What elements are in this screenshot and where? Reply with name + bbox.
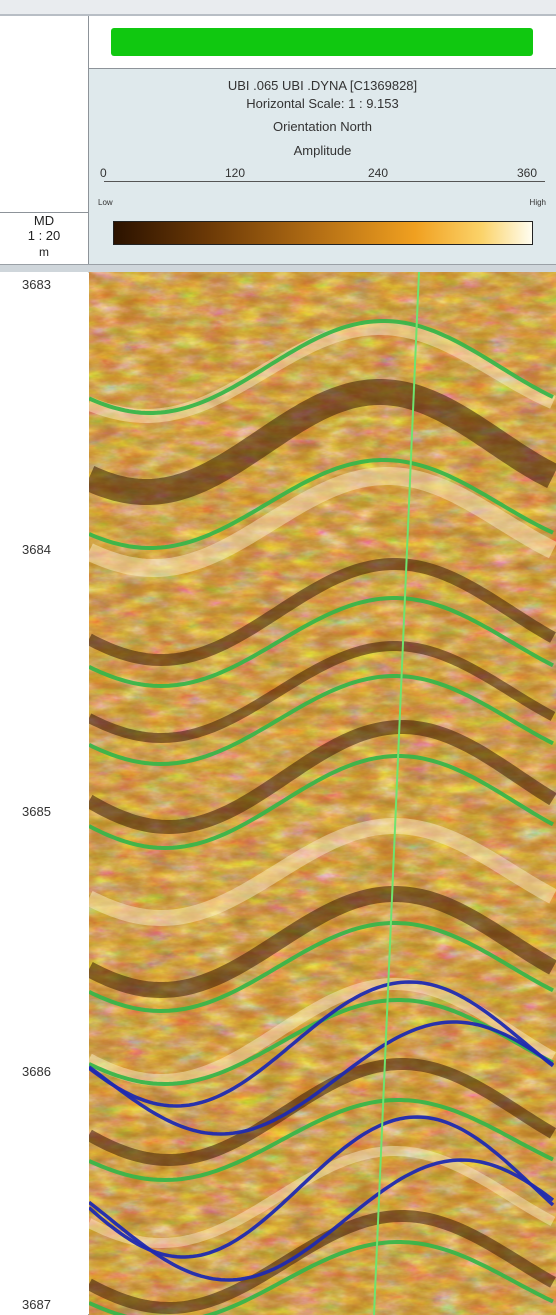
header-divider xyxy=(0,264,556,273)
light-bands xyxy=(89,321,556,1249)
fracture-sinusoid xyxy=(89,1020,555,1136)
scale-tick: 120 xyxy=(225,166,246,180)
dark-band xyxy=(89,379,556,505)
md-divider xyxy=(0,212,88,213)
status-bar xyxy=(111,28,533,56)
light-band xyxy=(89,1146,556,1249)
light-band xyxy=(89,467,556,577)
dip-sinusoid xyxy=(89,1240,554,1315)
md-label: MD xyxy=(33,213,55,228)
md-unit: m xyxy=(39,245,49,259)
dark-band xyxy=(89,886,556,999)
track-title: UBI .065 UBI .DYNA [C1369828] xyxy=(227,78,418,93)
dip-sinusoid xyxy=(89,674,554,767)
top-rule xyxy=(0,0,556,16)
depth-label: 3683 xyxy=(22,277,51,292)
depth-label: 3686 xyxy=(22,1064,51,1079)
dip-sinusoids xyxy=(89,319,554,1315)
dip-sinusoid xyxy=(89,458,554,550)
light-band xyxy=(89,978,556,1087)
borehole-image xyxy=(89,272,556,1315)
low-label: Low xyxy=(98,198,113,207)
scale-tick: 240 xyxy=(368,166,389,180)
amplitude-label: Amplitude xyxy=(293,143,352,158)
dip-sinusoid xyxy=(89,921,554,1014)
status-strip xyxy=(89,16,556,69)
scale-tick: 0 xyxy=(100,166,107,180)
depth-label: 3687 xyxy=(22,1297,51,1312)
light-band xyxy=(89,818,556,927)
horizontal-scale: Horizontal Scale: 1 : 9.153 xyxy=(246,96,399,111)
md-scale: 1 : 20 xyxy=(27,228,61,243)
orientation: Orientation North xyxy=(273,119,372,134)
dark-band xyxy=(89,641,556,744)
fracture-sinusoid xyxy=(89,1115,555,1259)
fracture-sinusoid xyxy=(89,1158,555,1282)
md-column-header: MD 1 : 20 m xyxy=(0,16,89,264)
depth-label: 3684 xyxy=(22,542,51,557)
scale-rule xyxy=(104,181,545,182)
dip-sinusoid xyxy=(89,596,554,689)
dip-sinusoid xyxy=(89,319,554,415)
md-depth-track: 3683 3684 3685 3686 3687 xyxy=(0,272,88,1315)
dip-sinusoid xyxy=(89,754,554,851)
image-track-header: UBI .065 UBI .DYNA [C1369828] Horizontal… xyxy=(89,16,556,264)
dark-band xyxy=(89,720,556,835)
orientation-line xyxy=(373,272,420,1315)
dip-sinusoid xyxy=(89,1098,554,1183)
dark-bands xyxy=(89,379,556,1315)
high-label: High xyxy=(529,198,546,207)
fracture-sinusoids xyxy=(89,980,555,1282)
dark-band xyxy=(89,558,556,667)
scale-tick: 360 xyxy=(517,166,538,180)
depth-label: 3685 xyxy=(22,804,51,819)
light-band xyxy=(89,321,556,423)
amplitude-color-bar xyxy=(113,221,533,245)
fracture-sinusoid xyxy=(89,980,555,1108)
